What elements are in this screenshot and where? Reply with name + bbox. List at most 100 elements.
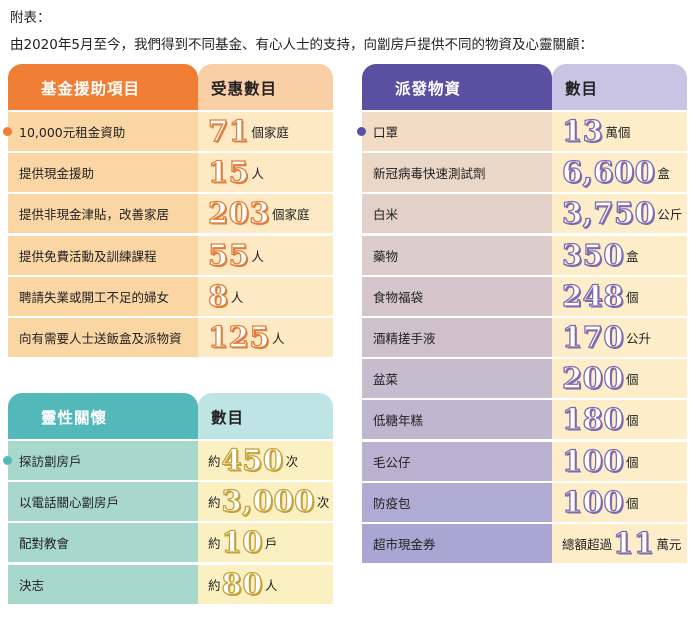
row-label: 向有需要人士送飯盒及派物資 — [8, 318, 198, 357]
row-value-cell: 100 個 — [552, 482, 687, 522]
row-value-cell: 約 10 戶 — [198, 523, 333, 563]
value-unit: 人 — [251, 166, 264, 182]
value-number: 350 — [561, 237, 625, 272]
value-unit: 萬個 — [605, 125, 631, 140]
table-row: 決志約 80 人 — [8, 564, 333, 604]
row-value-cell: 約 80 人 — [198, 564, 333, 604]
row-value-cell: 約 450 次 — [198, 441, 333, 480]
row-value-cell: 170 公升 — [552, 318, 687, 357]
row-label: 超市現金券 — [362, 524, 552, 563]
value-unit: 人 — [272, 331, 285, 346]
value-number: 100 — [561, 443, 625, 478]
value-unit: 個家庭 — [272, 207, 310, 223]
row-label: 提供現金援助 — [8, 153, 198, 193]
table-row: 盆菜 200 個 — [362, 359, 687, 399]
row-value-cell: 3,750 公斤 — [552, 194, 687, 234]
value-number: 3,750 — [561, 196, 656, 231]
value-unit: 盒 — [657, 166, 670, 182]
row-label: 提供免費活動及訓練課程 — [8, 235, 198, 275]
row-label: 配對教會 — [8, 523, 198, 563]
row-label: 藥物 — [362, 235, 552, 275]
spirit-header-left-label: 靈性關懷 — [41, 409, 108, 427]
value-number: 450 — [221, 443, 284, 477]
row-value-cell: 350 盒 — [552, 235, 687, 275]
supplies-header-right — [552, 64, 687, 110]
row-label: 毛公仔 — [362, 441, 552, 481]
row-label: 以電話關心劏房戶 — [8, 482, 198, 522]
table-row: 食物福袋 248 個 — [362, 276, 687, 316]
value-number: 200 — [561, 361, 625, 396]
row-label: 防疫包 — [362, 482, 552, 522]
row-label: 白米 — [362, 194, 552, 234]
value-unit: 人 — [264, 577, 278, 593]
table-row: 超市現金券 總額超過 11 萬元 — [362, 524, 687, 563]
spirit-header — [8, 393, 198, 439]
value-number: 10 — [221, 525, 263, 560]
value-unit: 個 — [626, 454, 639, 470]
spirit-header-right — [198, 393, 333, 439]
row-value-cell: 15 人 — [198, 153, 333, 193]
value-unit: 公斤 — [657, 207, 683, 223]
table-row: 10,000元租金資助 71 個家庭 — [3, 112, 333, 151]
value-number: 100 — [561, 484, 625, 519]
row-label: 10,000元租金資助 — [8, 112, 198, 151]
row-value-cell: 總額超過 11 萬元 — [552, 524, 687, 563]
value-unit: 個 — [626, 495, 639, 511]
row-label: 聘請失業或開工不足的婦女 — [8, 276, 198, 316]
supplies-table: 派發物資 數目 口罩 13 萬個 新冠病毒快速測試劑 6,600 盒白米 3,750 公斤 藥物… — [357, 64, 687, 569]
value-unit: 次 — [285, 454, 299, 469]
supplies-header-right-label: 數目 — [565, 80, 599, 98]
value-unit: 盒 — [626, 248, 639, 264]
table-row: 向有需要人士送飯盒及派物資 125 人 — [8, 318, 333, 357]
row-label: 新冠病毒快速測試劑 — [362, 153, 552, 193]
value-number: 3,000 — [221, 484, 315, 519]
row-label: 口罩 — [362, 112, 552, 151]
value-unit: 公升 — [626, 331, 652, 346]
supplies-header — [362, 64, 552, 110]
value-number: 180 — [561, 402, 625, 437]
row-value-cell: 180 個 — [552, 400, 687, 440]
value-number: 13 — [561, 114, 604, 148]
intro-heading: 附表： — [10, 10, 51, 26]
table-row: 藥物 350 盒 — [362, 235, 687, 275]
bullet-dot-icon — [357, 127, 366, 136]
value-unit: 個 — [626, 372, 639, 388]
table-row: 防疫包 100 個 — [362, 482, 687, 522]
table-row: 低糖年糕 180 個 — [362, 400, 687, 440]
value-unit: 人 — [251, 248, 264, 264]
value-number: 71 — [207, 114, 250, 148]
value-unit: 次 — [316, 495, 330, 511]
spirit-header-right-label: 數目 — [211, 409, 245, 427]
row-value-cell: 125 人 — [198, 318, 333, 357]
table-row: 配對教會約 10 戶 — [8, 523, 333, 563]
table-row: 以電話關心劏房戶約 3,000 次 — [8, 482, 333, 522]
value-number: 203 — [207, 196, 271, 231]
value-prefix: 約 — [208, 495, 221, 511]
row-value-cell: 55 人 — [198, 235, 333, 275]
value-number: 15 — [207, 155, 250, 190]
table-row: 毛公仔 100 個 — [362, 441, 687, 481]
value-number: 80 — [221, 566, 263, 601]
value-unit: 戶 — [264, 536, 278, 552]
value-number: 170 — [561, 320, 625, 354]
table-row: 口罩 13 萬個 — [357, 112, 687, 151]
value-unit: 人 — [230, 289, 244, 305]
intro-text: 由2020年5月至今，我們得到不同基金、有心人士的支持，向劏房戶提供不同的物資及… — [10, 37, 593, 53]
fund-header-left-label: 基金援助項目 — [41, 80, 141, 98]
table-row: 提供免費活動及訓練課程 55 人 — [8, 235, 333, 275]
row-value-cell: 200 個 — [552, 359, 687, 399]
supplies-header-left-label: 派發物資 — [395, 80, 462, 98]
value-number: 8 — [207, 278, 229, 313]
row-label: 決志 — [8, 564, 198, 604]
fund-header — [8, 64, 198, 110]
row-label: 盆菜 — [362, 359, 552, 399]
row-label: 食物福袋 — [362, 276, 552, 316]
bullet-dot-icon — [3, 127, 12, 136]
row-label: 酒精搓手液 — [362, 318, 552, 357]
row-value-cell: 248 個 — [552, 276, 687, 316]
row-value-cell: 71 個家庭 — [198, 112, 333, 151]
table-row: 提供非現金津貼，改善家居 203 個家庭 — [8, 194, 333, 234]
table-row: 聘請失業或開工不足的婦女 8 人 — [8, 276, 333, 316]
row-label: 低糖年糕 — [362, 400, 552, 440]
